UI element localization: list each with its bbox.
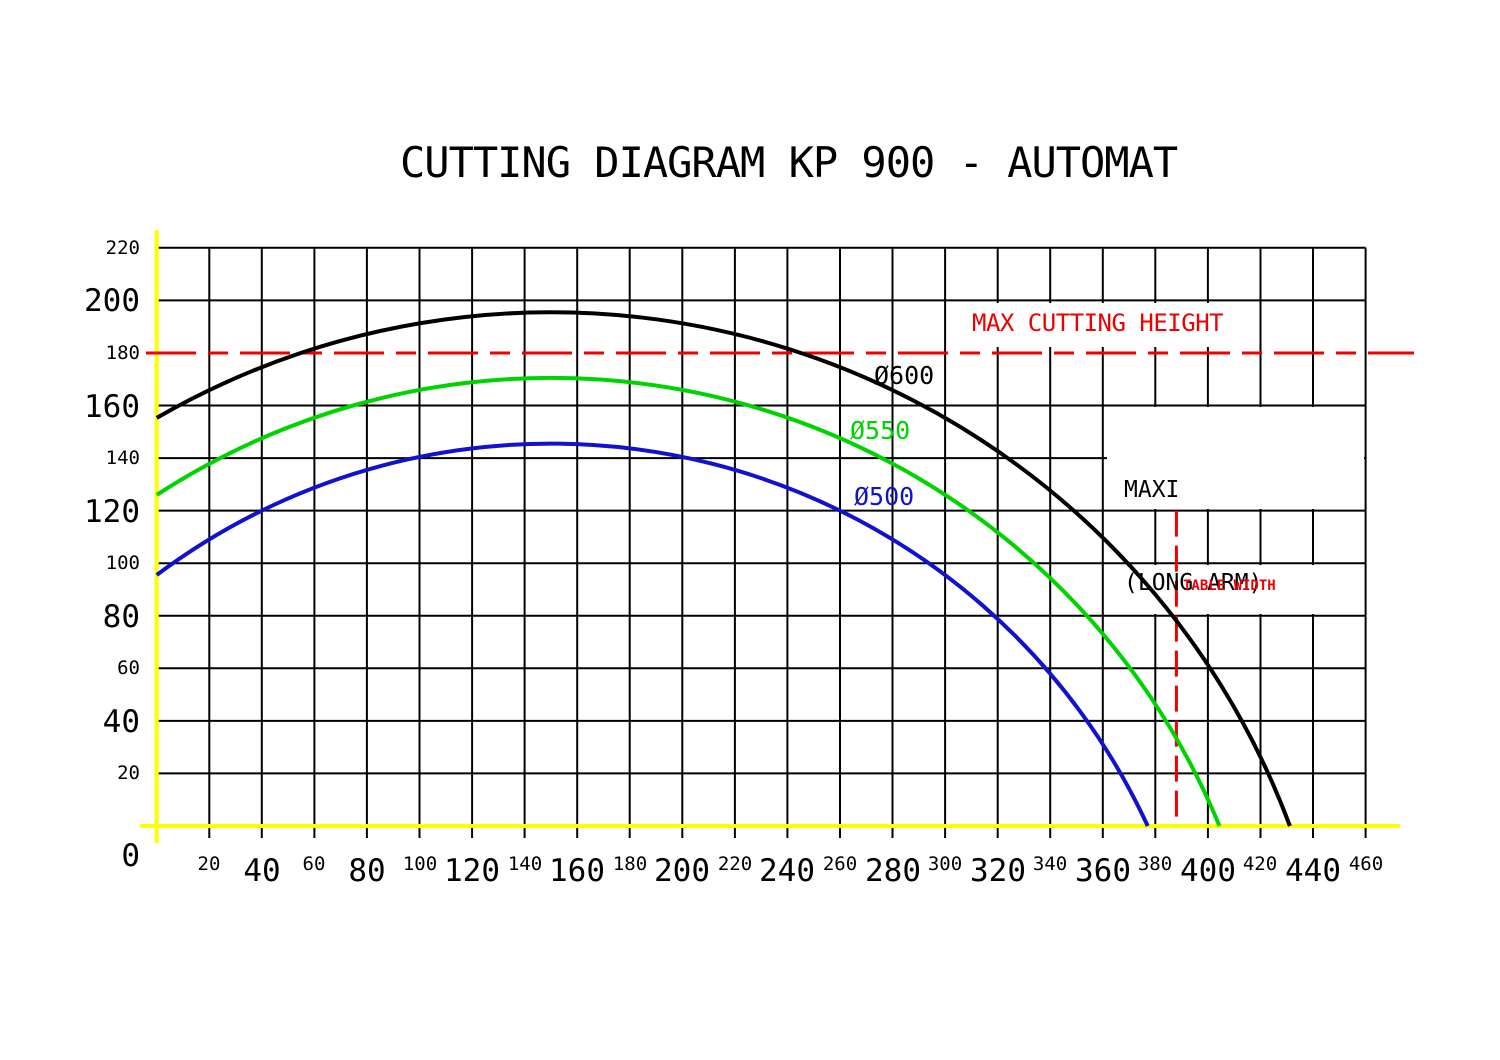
- x-axis-tick-label: 320: [970, 853, 1026, 889]
- y-axis-tick-label: 40: [102, 704, 140, 740]
- x-axis-tick-label: 160: [549, 853, 605, 889]
- x-axis-tick-label: 440: [1285, 853, 1341, 889]
- x-axis-tick-label: 200: [654, 853, 710, 889]
- y-axis-tick-label: 120: [84, 494, 140, 530]
- x-axis-tick-label: 420: [1242, 853, 1278, 875]
- x-axis-tick-label: 360: [1075, 853, 1131, 889]
- x-axis-tick-label: 260: [822, 853, 858, 875]
- y-axis-tick-label: 20: [117, 762, 140, 784]
- x-axis-tick-label: 280: [865, 853, 921, 889]
- curve-label-d550: Ø550: [850, 416, 911, 445]
- max-cutting-height-label: MAX CUTTING HEIGHT: [972, 309, 1224, 337]
- y-axis-tick-label: 160: [84, 389, 140, 425]
- x-axis-tick-label: 380: [1137, 853, 1173, 875]
- x-axis-tick-label: 460: [1348, 853, 1384, 875]
- x-axis-tick-label: 100: [402, 853, 438, 875]
- x-axis-tick-label: 80: [348, 853, 386, 889]
- x-axis-tick-label: 180: [612, 853, 648, 875]
- curve-label-d600: Ø600: [874, 361, 935, 390]
- y-axis-tick-label: 220: [105, 237, 140, 259]
- x-axis-tick-label: 60: [302, 853, 326, 875]
- y-axis-tick-label: 200: [84, 283, 140, 319]
- x-axis-tick-label: 400: [1180, 853, 1236, 889]
- y-axis-tick-label: 60: [117, 657, 140, 679]
- maxi-long-arm-label: MAXI (LONG ARM): [1124, 413, 1262, 661]
- y-axis-tick-label: 80: [102, 599, 140, 635]
- x-axis-tick-label: 140: [507, 853, 543, 875]
- x-axis-tick-label: 40: [243, 853, 281, 889]
- x-axis-tick-label: 300: [927, 853, 963, 875]
- table-width-label: TABLE WIDTH: [1183, 578, 1276, 594]
- y-axis-tick-label: 0: [121, 838, 140, 874]
- x-axis-tick-label: 120: [444, 853, 500, 889]
- x-axis-tick-label: 340: [1032, 853, 1068, 875]
- x-axis-tick-label: 220: [717, 853, 753, 875]
- y-axis-tick-label: 100: [105, 552, 140, 574]
- maxi-label-line1: MAXI: [1124, 477, 1180, 503]
- y-axis-tick-label: 140: [105, 447, 140, 469]
- y-axis-tick-label: 180: [105, 342, 140, 364]
- curve-label-d500: Ø500: [854, 482, 915, 511]
- maxi-label-line2: (LONG ARM): [1124, 570, 1263, 596]
- chart-title: CUTTING DIAGRAM KP 900 - AUTOMAT: [400, 138, 1178, 187]
- x-axis-tick-label: 240: [759, 853, 815, 889]
- x-axis-tick-label: 20: [197, 853, 221, 875]
